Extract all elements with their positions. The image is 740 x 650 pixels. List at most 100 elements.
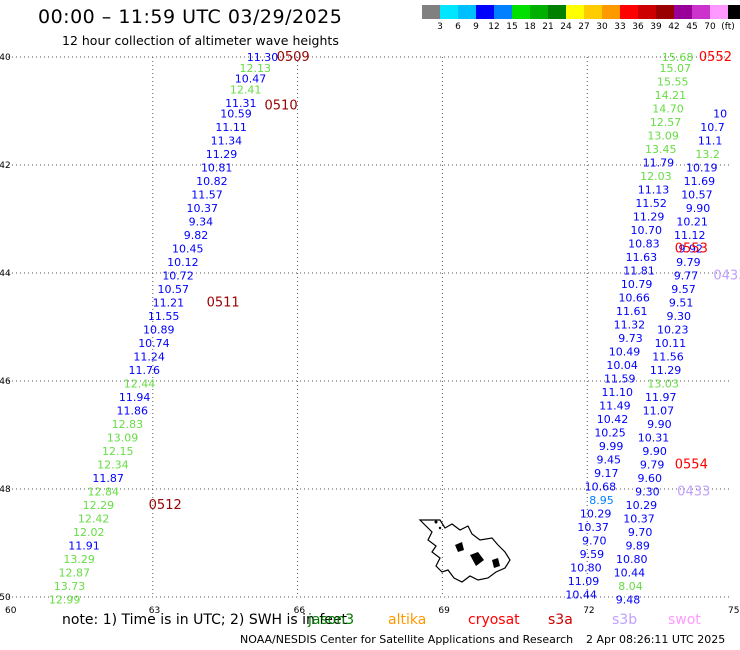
wave-height-value: 11.10 <box>602 386 634 399</box>
wave-height-value: 12.99 <box>49 594 81 607</box>
wave-height-value: 9.79 <box>676 256 701 269</box>
colorbar-label: 30 <box>596 22 608 32</box>
colorbar-label: 36 <box>632 22 644 32</box>
x-tick-label: 66 <box>294 606 306 616</box>
wave-height-value: 10.70 <box>631 224 663 237</box>
colorbar-label: 27 <box>578 22 589 32</box>
wave-height-value: 11.29 <box>650 364 682 377</box>
colorbar-label: 18 <box>524 22 536 32</box>
wave-height-value: 10.04 <box>606 359 638 372</box>
wave-height-value: 9.59 <box>580 548 605 561</box>
pass-time-label: 0552 <box>699 50 732 65</box>
colorbar-swatch <box>602 5 620 19</box>
colorbar-label: 70 <box>704 22 716 32</box>
wave-height-value: 10.31 <box>638 432 670 445</box>
colorbar-label: 33 <box>614 22 625 32</box>
wave-height-value: 10.47 <box>235 73 267 86</box>
wave-height-value: 11.79 <box>643 156 675 169</box>
wave-height-value: 9.90 <box>647 418 672 431</box>
pass-time-label: 0511 <box>207 296 240 311</box>
wave-height-value: 11.86 <box>116 405 148 418</box>
wave-height-value: 13.09 <box>647 129 679 142</box>
colorbar-swatch <box>656 5 674 19</box>
colorbar-swatch <box>440 5 458 19</box>
wave-height-value: 11.76 <box>129 364 161 377</box>
wave-height-value: 11.32 <box>614 318 646 331</box>
wave-height-value: 11.57 <box>191 189 223 202</box>
pass-time-label: 0433 <box>713 269 740 284</box>
wave-height-value: 9.17 <box>594 467 619 480</box>
wave-height-value: 11.12 <box>674 229 706 242</box>
colorbar-swatch <box>494 5 512 19</box>
wave-height-value: 11.52 <box>635 197 667 210</box>
pass-time-label: 0510 <box>265 99 298 114</box>
wave-height-value: 11.56 <box>652 351 684 364</box>
wave-height-value: 9.90 <box>686 202 711 215</box>
wave-height-value: 13.73 <box>54 580 86 593</box>
wave-height-value: 10.23 <box>657 324 689 337</box>
wave-height-value: 12.44 <box>124 378 156 391</box>
wave-height-value: 9.45 <box>596 453 621 466</box>
axis-tick-labels: 60 63 66 69 72 75 -40 -42 -44 -46 -48 -50 <box>0 53 739 616</box>
x-tick-label: 60 <box>5 606 17 616</box>
wave-height-value: 13.09 <box>107 432 139 445</box>
colorbar-label: 42 <box>668 22 679 32</box>
wave-height-value: 13.03 <box>647 378 679 391</box>
wave-height-value: 10.57 <box>681 189 713 202</box>
wave-height-value: 14.70 <box>652 102 684 115</box>
satellite-legend-altika: altika <box>388 612 427 628</box>
wave-height-value: 11.61 <box>616 305 648 318</box>
wave-height-value: 11.63 <box>626 251 658 264</box>
wave-height-value: 10.59 <box>220 108 252 121</box>
wave-height-value: 9.30 <box>666 310 691 323</box>
wave-height-value: 10.81 <box>201 162 233 175</box>
satellite-legend-swot: swot <box>668 612 701 628</box>
colorbar-label: (ft) <box>721 22 735 32</box>
wave-height-value: 10.57 <box>158 283 190 296</box>
wave-height-value: 11.87 <box>92 472 124 485</box>
wave-height-value: 9.82 <box>184 229 209 242</box>
colorbar-swatch <box>674 5 692 19</box>
wave-height-value: 11.09 <box>568 575 600 588</box>
colorbar-label: 12 <box>488 22 499 32</box>
wave-height-value: 11.1 <box>698 135 723 148</box>
colorbar-label: 21 <box>542 22 553 32</box>
wave-height-value: 10.72 <box>162 270 194 283</box>
page-subtitle: 12 hour collection of altimeter wave hei… <box>62 33 339 48</box>
wave-height-value: 13.45 <box>645 143 677 156</box>
wave-height-value: 9.99 <box>599 440 624 453</box>
colorbar-label: 15 <box>506 22 517 32</box>
wave-height-value: 9.48 <box>616 594 641 607</box>
y-tick-label: -44 <box>0 269 11 279</box>
wave-height-value: 10.37 <box>623 513 655 526</box>
wave-height-value: 15.07 <box>659 62 691 75</box>
wave-height-value: 10.29 <box>580 507 612 520</box>
wave-height-value: 10.44 <box>565 588 597 601</box>
wave-height-value: 9.73 <box>618 332 643 345</box>
wave-height-value: 10.68 <box>585 480 617 493</box>
wave-height-value: 8.95 <box>589 494 614 507</box>
pass-time-label: 0512 <box>149 498 182 513</box>
pass-time-label: 0553 <box>675 242 708 257</box>
x-tick-label: 75 <box>728 606 739 616</box>
wave-height-value: 9.30 <box>635 486 660 499</box>
colorbar-label: 24 <box>560 22 572 32</box>
wave-height-value: 10.42 <box>597 413 629 426</box>
y-tick-label: -50 <box>0 593 11 603</box>
wave-height-value: 11.97 <box>645 391 677 404</box>
wave-height-value: 10.66 <box>618 291 650 304</box>
wave-height-value: 13.2 <box>695 148 720 161</box>
wave-height-value: 9.79 <box>640 459 665 472</box>
generated-timestamp: 2 Apr 08:26:11 UTC 2025 <box>586 633 726 646</box>
wave-height-value: 12.84 <box>88 486 120 499</box>
wave-height-value: 10.25 <box>594 426 626 439</box>
wave-height-value: 11.29 <box>206 148 238 161</box>
wave-height-value: 9.77 <box>674 270 699 283</box>
colorbar-label: 3 <box>437 22 443 32</box>
wave-height-value: 11.30 <box>247 51 279 64</box>
wave-height-value: 11.07 <box>643 405 675 418</box>
wave-height-value: 8.04 <box>618 580 643 593</box>
wave-height-value: 15.68 <box>662 51 694 64</box>
wave-height-value: 10.45 <box>172 243 204 256</box>
